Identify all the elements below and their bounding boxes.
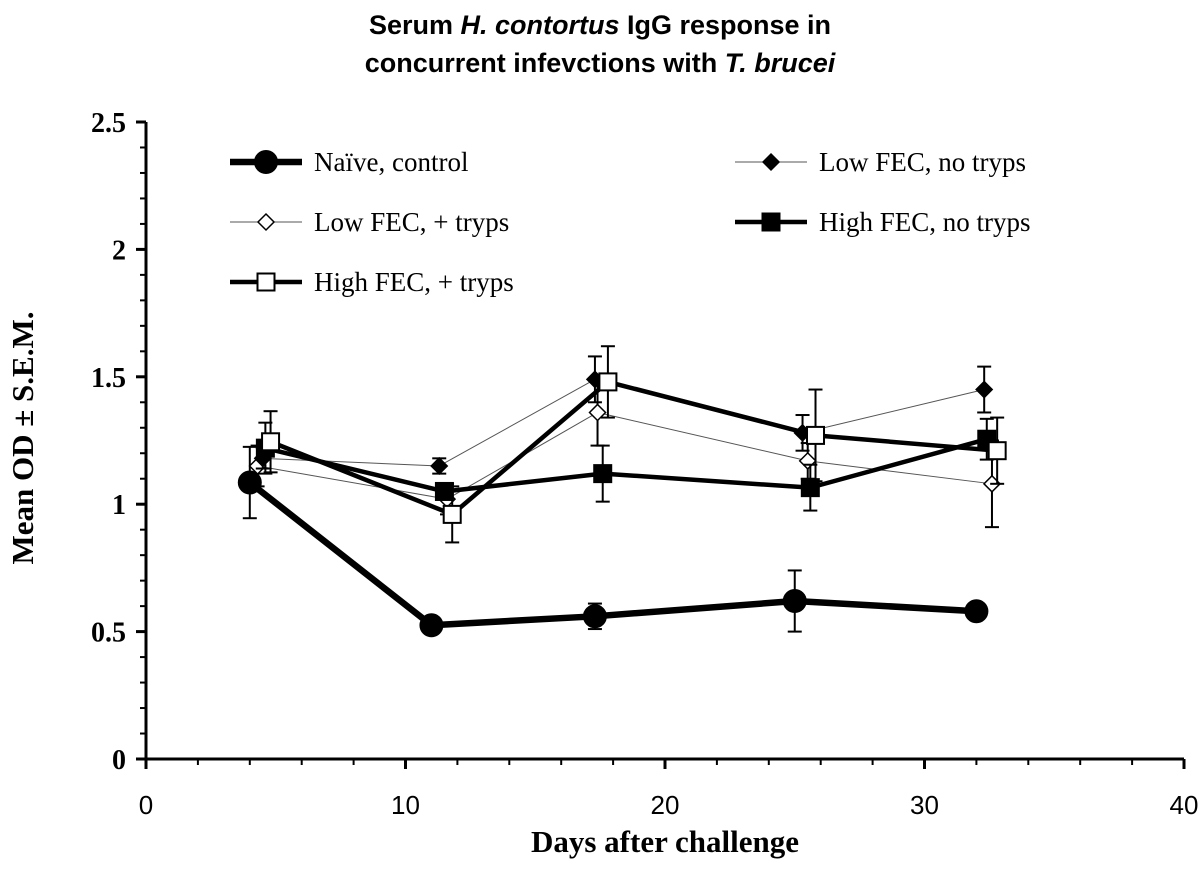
chart-title: Serum H. contortus IgG response in concu…: [0, 6, 1200, 82]
series-line: [247, 479, 977, 629]
legend-item-5: High FEC, + tryps: [230, 267, 514, 297]
data-point: [419, 613, 444, 638]
legend-label: Low FEC, + tryps: [314, 207, 509, 237]
axes: 0 0.5 1 1.5 2 2.5 0 10 20 30 40: [91, 108, 1198, 820]
data-point: [598, 372, 618, 392]
x-tick-label: 40: [1170, 790, 1199, 820]
legend-item-4: High FEC, no tryps: [735, 207, 1031, 237]
series-line: [262, 378, 985, 467]
legend-label: High FEC, no tryps: [819, 207, 1031, 237]
data-point: [237, 470, 262, 495]
data-point: [782, 589, 807, 614]
series-line: [257, 411, 993, 500]
series-2: [253, 355, 994, 476]
y-tick-label: 2.5: [91, 108, 126, 139]
legend-marker: [256, 212, 276, 232]
y-tick-label: 2: [112, 235, 126, 266]
legend: Naïve, control Low FEC, no tryps Low FEC, …: [230, 147, 1031, 297]
data-point: [975, 380, 994, 399]
y-tick-label: 0: [112, 745, 126, 776]
data-point: [430, 456, 449, 476]
legend-marker: [254, 150, 278, 174]
chart-title-line-1: Serum H. contortus IgG response in: [368, 10, 832, 40]
legend-marker: [256, 272, 276, 292]
x-axis-title: Days after challenge: [531, 824, 799, 859]
data-point: [442, 504, 462, 524]
x-tick-label: 0: [139, 790, 153, 820]
data-point: [800, 478, 820, 498]
data-point: [582, 604, 607, 629]
y-axis-title: Mean OD ± S.E.M.: [5, 312, 40, 565]
y-tick-label: 0.5: [91, 618, 126, 649]
y-tick-label: 1.5: [91, 363, 126, 394]
legend-label: Low FEC, no tryps: [819, 147, 1026, 177]
chart-title-line-2: concurrent infevctions with T. brucei: [364, 48, 836, 78]
data-point: [964, 599, 989, 624]
legend-item-3: Low FEC, + tryps: [230, 207, 509, 237]
legend-item-2: Low FEC, no tryps: [735, 147, 1026, 177]
y-tick-label: 1: [112, 490, 126, 521]
series-5: [261, 345, 1007, 544]
legend-item-1: Naïve, control: [230, 147, 468, 177]
x-tick-label: 20: [651, 790, 680, 820]
series-line: [269, 379, 998, 517]
data-point: [798, 451, 817, 470]
legend-label: High FEC, + tryps: [314, 267, 514, 297]
legend-marker: [761, 152, 781, 172]
series-1: [237, 445, 989, 638]
series-3: [248, 378, 1002, 529]
data-point: [987, 441, 1007, 461]
data-point: [593, 464, 613, 484]
x-tick-label: 10: [391, 790, 420, 820]
series-4: [255, 417, 997, 512]
plot-area: [237, 345, 1007, 638]
data-point: [806, 425, 826, 445]
legend-label: Naïve, control: [314, 147, 468, 177]
legend-marker: [761, 212, 781, 232]
data-point: [588, 403, 607, 422]
x-tick-label: 30: [910, 790, 939, 820]
data-point: [261, 432, 281, 452]
